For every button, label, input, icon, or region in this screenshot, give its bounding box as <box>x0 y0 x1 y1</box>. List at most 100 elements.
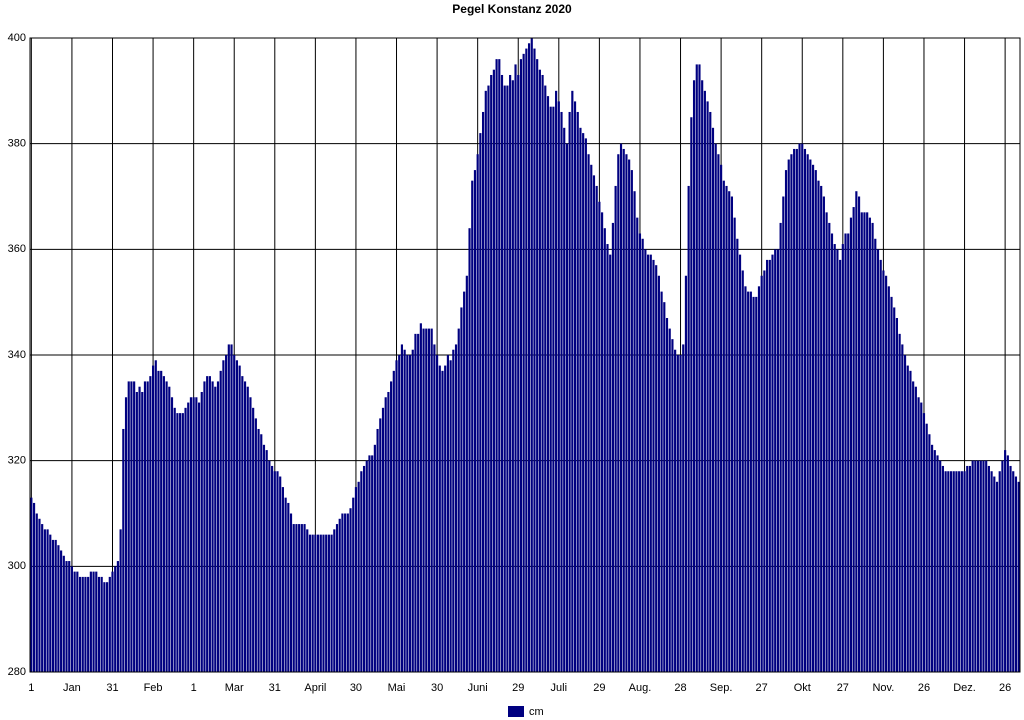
bar <box>319 534 322 672</box>
bar <box>216 381 220 672</box>
bar <box>595 185 598 672</box>
bar <box>387 391 390 672</box>
bar <box>1006 455 1009 672</box>
bar <box>325 534 328 672</box>
bar <box>252 407 255 672</box>
bar <box>70 566 74 672</box>
x-tick-label: 31 <box>269 682 281 694</box>
bar <box>103 582 106 672</box>
x-tick-label: 29 <box>593 682 605 694</box>
bar <box>92 571 95 672</box>
bar <box>828 222 831 672</box>
x-tick-label: 27 <box>837 682 849 694</box>
bar <box>901 344 904 672</box>
bar <box>211 381 214 672</box>
x-tick-label: 28 <box>674 682 686 694</box>
bar <box>141 391 144 672</box>
bar <box>527 43 531 673</box>
bar <box>473 170 477 673</box>
bar <box>300 524 303 672</box>
bar <box>509 74 512 672</box>
bar <box>127 381 130 672</box>
bar <box>793 148 796 672</box>
bar <box>995 481 999 672</box>
bar <box>871 222 874 672</box>
bar <box>695 64 698 672</box>
bar <box>1001 460 1004 672</box>
bar <box>122 428 125 672</box>
bar <box>187 402 190 672</box>
bar <box>603 228 606 672</box>
bar <box>465 275 468 672</box>
bar <box>73 571 76 672</box>
bar <box>341 513 344 672</box>
bar <box>628 159 631 672</box>
bar <box>817 180 820 672</box>
bar <box>868 217 871 672</box>
bar <box>254 418 257 672</box>
bar <box>298 524 301 672</box>
x-tick-label: 26 <box>999 682 1011 694</box>
bar <box>476 154 479 672</box>
bar <box>287 502 290 672</box>
bar <box>179 413 182 672</box>
bar <box>776 249 779 673</box>
bar <box>893 307 896 672</box>
bar <box>538 69 541 672</box>
bar <box>303 524 306 672</box>
bar <box>344 513 347 672</box>
bar <box>790 154 793 672</box>
y-tick-label: 380 <box>8 138 26 150</box>
bar <box>874 238 877 672</box>
bar <box>920 402 923 672</box>
bar <box>165 381 168 672</box>
bar <box>811 164 815 673</box>
bar <box>982 460 985 672</box>
bar <box>744 286 747 672</box>
bar <box>839 259 842 672</box>
bar <box>590 164 593 673</box>
bar <box>912 381 915 672</box>
x-tick-label: Aug. <box>629 682 652 694</box>
x-tick-label: 1 <box>191 682 197 694</box>
bar <box>30 497 33 672</box>
bar <box>841 244 844 673</box>
bar <box>830 233 834 672</box>
bar <box>271 465 274 672</box>
bar <box>449 360 452 672</box>
bar <box>149 376 152 672</box>
bar <box>306 529 309 672</box>
bar <box>598 201 601 673</box>
bar <box>998 471 1001 672</box>
bar <box>311 534 314 672</box>
bar <box>281 487 284 672</box>
bar <box>135 391 138 672</box>
bar <box>601 212 604 672</box>
bar <box>257 428 260 672</box>
bar <box>546 96 550 672</box>
bar <box>514 64 517 672</box>
bar <box>398 355 401 672</box>
bar <box>406 355 409 672</box>
bar <box>533 48 536 673</box>
bar <box>333 529 336 672</box>
x-tick-label: April <box>304 682 326 694</box>
bar <box>730 196 734 672</box>
bar <box>273 471 276 672</box>
bar <box>227 344 230 672</box>
bar <box>452 349 455 672</box>
bar <box>725 185 728 672</box>
bar <box>968 465 972 672</box>
bar <box>644 249 647 673</box>
bar <box>78 576 82 672</box>
bar <box>768 259 771 672</box>
bar <box>330 534 333 672</box>
bar <box>833 244 836 673</box>
bar <box>895 318 899 672</box>
bar <box>368 455 371 672</box>
bar <box>1009 465 1012 672</box>
bar <box>173 407 176 672</box>
bar <box>784 170 788 673</box>
bar <box>89 571 92 672</box>
bar <box>1014 476 1018 672</box>
